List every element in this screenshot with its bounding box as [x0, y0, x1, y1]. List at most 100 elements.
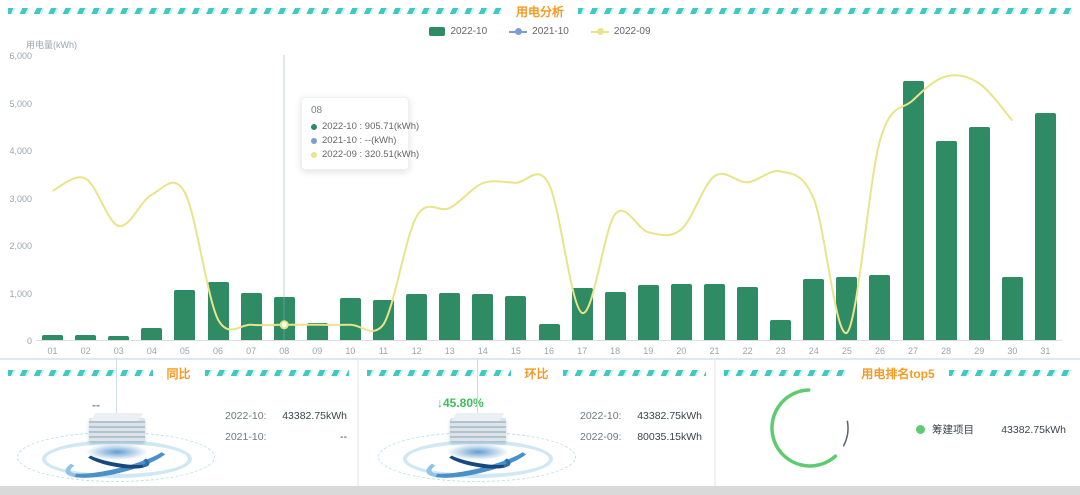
bar-23[interactable]: [770, 319, 792, 340]
ranking-donut-chart[interactable]: [762, 380, 858, 476]
rank-header: 用电排名top5: [724, 367, 1072, 381]
bar-28[interactable]: [935, 140, 957, 340]
x-axis-tick: 14: [477, 346, 488, 356]
yoy-header: 同比: [8, 367, 350, 381]
yoy-row-label: 2021-10:: [225, 431, 267, 443]
mom-dashes-left-icon: [367, 370, 511, 376]
tooltip-row-text: 2022-09 : 320.51(kWh): [322, 149, 420, 160]
legend-item-2022-09[interactable]: 2022-09: [590, 26, 651, 37]
y-axis-title: 用电量(kWh): [26, 40, 77, 50]
chart-section-header: 用电分析: [8, 5, 1073, 19]
bar-01[interactable]: [42, 334, 64, 340]
bar-10[interactable]: [339, 297, 361, 340]
yoy-row-value: --: [340, 431, 347, 443]
y-axis-tick: 1,000: [9, 288, 32, 299]
x-axis-tick: 16: [543, 346, 554, 356]
x-axis-tick: 31: [1040, 346, 1051, 356]
mom-title: 环比: [524, 366, 549, 381]
donut-segment[interactable]: [842, 420, 849, 447]
x-axis-tick: 29: [974, 346, 985, 356]
mom-dashes-right-icon: [562, 370, 707, 376]
x-axis-tick: 21: [709, 346, 720, 356]
bar-27[interactable]: [902, 81, 924, 340]
series-dot-icon: [311, 152, 317, 158]
bar-22[interactable]: [737, 286, 759, 340]
bar-15[interactable]: [505, 295, 527, 340]
bar-18[interactable]: [604, 291, 626, 340]
bar-05[interactable]: [174, 290, 196, 340]
chart-section-title: 用电分析: [516, 4, 565, 19]
bar-31[interactable]: [1034, 112, 1056, 340]
bar-09[interactable]: [306, 322, 328, 340]
rank-title: 用电排名top5: [861, 366, 935, 381]
mom-row-value: 80035.15kWh: [637, 431, 702, 443]
legend-item-2022-10[interactable]: 2022-10: [429, 26, 487, 37]
yoy-rows: 2022-10: 43382.75kWh 2021-10: --: [225, 410, 347, 443]
x-axis-tick: 24: [808, 346, 819, 356]
bar-20[interactable]: [670, 284, 692, 340]
tooltip-row-text: 2021-10 : --(kWh): [322, 135, 397, 146]
y-axis-tick: 3,000: [9, 193, 32, 204]
y-axis-tick: 0: [26, 336, 32, 346]
legend-label: 2021-10: [532, 26, 569, 37]
ranking-legend-item[interactable]: 筹建项目 43382.75kWh: [916, 422, 1066, 437]
x-axis-tick: 25: [841, 346, 852, 356]
bar-07[interactable]: [240, 292, 262, 340]
bar-08[interactable]: [273, 296, 295, 340]
legend-label: 2022-10: [450, 26, 488, 37]
series-dot-icon: [311, 124, 317, 130]
bar-30[interactable]: [1001, 276, 1023, 340]
bar-13[interactable]: [439, 293, 461, 340]
ranking-legend-value: 43382.75kWh: [1001, 423, 1066, 436]
donut-segment-筹建项目[interactable]: [770, 388, 838, 468]
x-axis-tick: 01: [47, 346, 58, 356]
x-axis-tick: 02: [80, 346, 91, 356]
bar-19[interactable]: [637, 285, 659, 340]
tooltip-row-text: 2022-10 : 905.71(kWh): [322, 121, 420, 132]
tooltip-row: 2021-10 : --(kWh): [311, 134, 399, 148]
bar-03[interactable]: [108, 335, 130, 340]
panel-ranking: 用电排名top5 筹建项目 43382.75kWh: [714, 360, 1080, 486]
tooltip-row: 2022-10 : 905.71(kWh): [311, 120, 419, 134]
y-axis-tick: 5,000: [9, 98, 32, 109]
yoy-row-label: 2022-10:: [225, 410, 267, 422]
x-axis-tick: 19: [643, 346, 654, 356]
tooltip-rows: 2022-10 : 905.71(kWh) 2021-10 : --(kWh) 20…: [311, 120, 419, 162]
mom-row-value: 43382.75kWh: [637, 410, 702, 422]
rank-dashes-right-icon: [948, 370, 1072, 376]
page-bottom-strip: [0, 486, 1080, 495]
tooltip-title: 08: [311, 105, 323, 116]
x-axis-tick: 13: [444, 346, 455, 356]
mom-row: 2022-09: 80035.15kWh: [580, 431, 702, 443]
bar-02[interactable]: [75, 335, 97, 340]
x-axis-tick: 20: [676, 346, 687, 356]
bar-16[interactable]: [538, 324, 560, 340]
tooltip-axis-pointer: [283, 55, 286, 340]
bar-14[interactable]: [472, 293, 494, 340]
line-series-2022-09: [52, 74, 1014, 334]
x-axis-tick: 06: [213, 346, 224, 356]
bar-29[interactable]: [968, 127, 990, 340]
platform-illustration: [12, 358, 222, 486]
header-dashes-left-icon: [8, 8, 502, 14]
bar-21[interactable]: [703, 283, 725, 340]
chart-legend: 2022-10 2021-10 2022-09: [0, 26, 1080, 37]
bar-04[interactable]: [141, 327, 163, 340]
x-axis-tick: 04: [146, 346, 157, 356]
mom-header: 环比: [367, 367, 707, 381]
bar-26[interactable]: [869, 274, 891, 340]
x-axis-tick: 18: [610, 346, 621, 356]
x-axis-tick: 17: [577, 346, 588, 356]
yoy-dashes-left-icon: [8, 370, 153, 376]
x-axis-tick: 03: [113, 346, 124, 356]
line-marker-icon: [509, 28, 528, 35]
x-axis-tick: 22: [742, 346, 753, 356]
bar-25[interactable]: [836, 276, 858, 340]
usage-chart[interactable]: 用电量(kWh) 0 1,000 2,000 3,000 4,000 5,000 6,000…: [0, 0, 1080, 360]
yoy-change-value: --: [92, 398, 100, 412]
legend-item-2021-10[interactable]: 2021-10: [509, 26, 569, 37]
bar-24[interactable]: [803, 278, 825, 340]
bar-12[interactable]: [406, 293, 428, 340]
yoy-row-value: 43382.75kWh: [282, 410, 347, 422]
mom-row-label: 2022-10:: [580, 410, 622, 422]
